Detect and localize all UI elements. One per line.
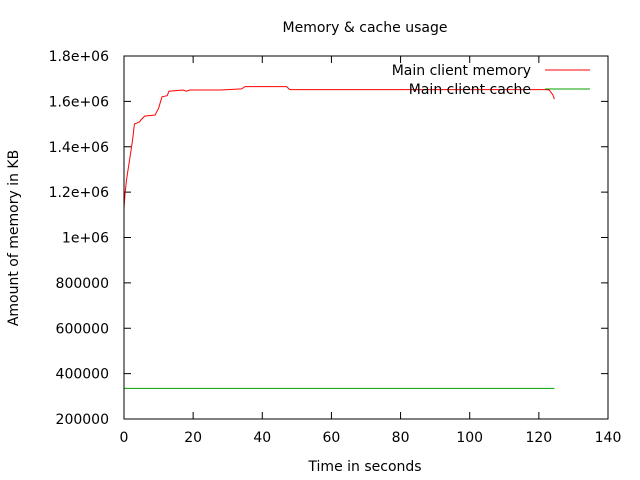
axis-ticks: 0 20 40 60 80 100 120 140 200000 400000 600000 8000… xyxy=(49,49,622,446)
x-tick-label: 0 xyxy=(120,430,129,446)
x-tick-label: 60 xyxy=(323,430,341,446)
legend: Main client memory Main client cache xyxy=(392,63,590,98)
y-tick-label: 800000 xyxy=(56,276,109,292)
y-tick-label: 200000 xyxy=(56,412,109,428)
y-tick-label: 400000 xyxy=(56,367,109,383)
chart-title: Memory & cache usage xyxy=(283,20,448,36)
y-tick-label: 1.6e+06 xyxy=(49,94,110,110)
series-line-1 xyxy=(123,86,555,209)
plot-frame xyxy=(123,55,609,420)
x-tick-label: 100 xyxy=(456,430,483,446)
legend-label: Main client memory xyxy=(392,63,531,79)
x-axis-label: Time in seconds xyxy=(307,459,421,475)
legend-label: Main client cache xyxy=(409,82,531,98)
x-tick-label: 140 xyxy=(595,430,622,446)
y-tick-label: 600000 xyxy=(56,321,109,337)
y-axis-label: Amount of memory in KB xyxy=(6,150,22,326)
series-layer xyxy=(123,86,555,389)
x-tick-label: 40 xyxy=(253,430,271,446)
y-tick-label: 1e+06 xyxy=(62,231,109,247)
x-tick-label: 20 xyxy=(184,430,202,446)
y-tick-label: 1.4e+06 xyxy=(49,140,110,156)
y-tick-label: 1.8e+06 xyxy=(49,49,110,65)
y-tick-label: 1.2e+06 xyxy=(49,185,110,201)
x-tick-label: 80 xyxy=(392,430,410,446)
x-tick-label: 120 xyxy=(525,430,552,446)
